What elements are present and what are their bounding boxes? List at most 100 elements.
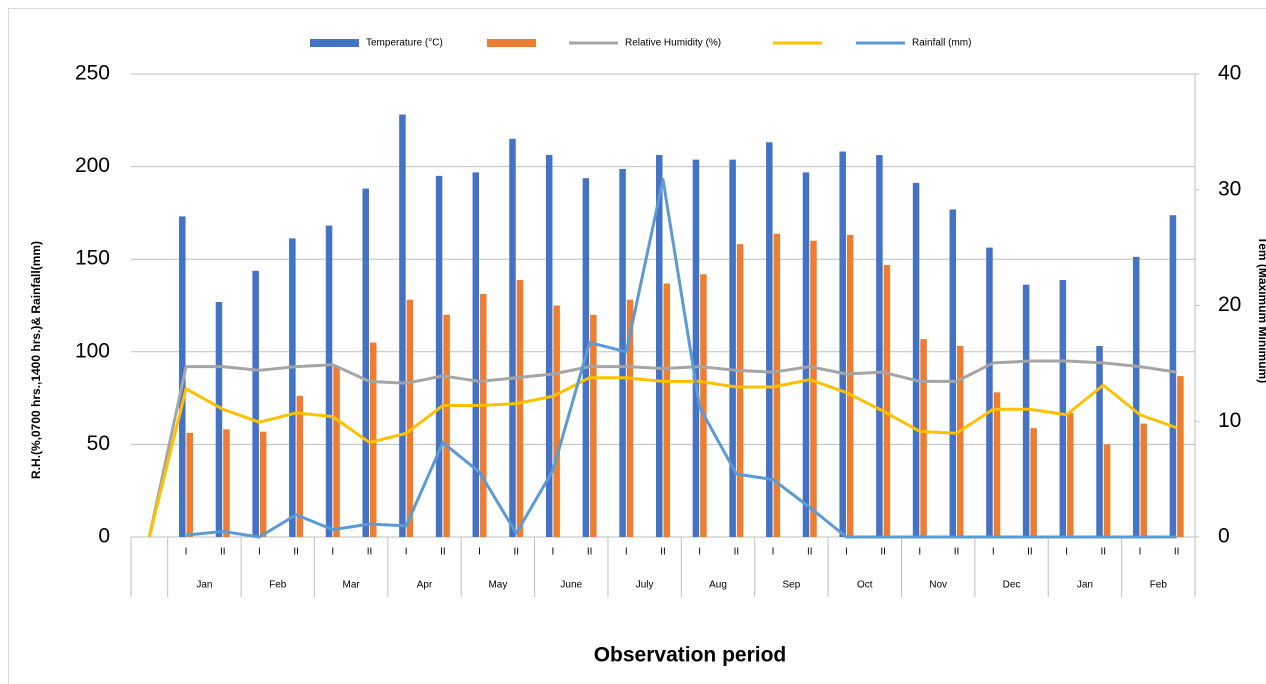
x-tick-label: II — [367, 547, 373, 558]
bar — [289, 238, 296, 538]
x-tick-label: I — [258, 547, 261, 558]
legend-label: Temperature (°C) — [366, 38, 443, 49]
bar — [223, 429, 230, 537]
bar — [472, 172, 480, 537]
x-tick-label: II — [587, 547, 593, 558]
x-tick-label: I — [1139, 547, 1142, 558]
bar — [663, 283, 670, 537]
x-tick-label: II — [440, 547, 446, 558]
y2-tick-label: 20 — [1218, 293, 1241, 316]
x-group-label: Oct — [857, 580, 873, 591]
bar — [186, 432, 194, 537]
bar — [1140, 423, 1147, 537]
x-tick-label: II — [293, 547, 299, 558]
x-tick-label: I — [185, 547, 188, 558]
bar — [333, 366, 340, 537]
y-title: R.H.(%,0700 hrs.,1400 hrs.)& Rainfall(mm… — [29, 241, 43, 479]
bar — [912, 182, 920, 537]
x-tick-label: II — [734, 547, 740, 558]
bar — [325, 225, 333, 537]
x-group-label: May — [488, 580, 507, 591]
legend-swatch — [310, 39, 359, 47]
line — [185, 178, 1177, 539]
bar — [810, 240, 817, 537]
x-title: Observation period — [594, 644, 787, 667]
y2-tick-label: 40 — [1218, 62, 1241, 85]
bar — [1132, 256, 1140, 537]
bar — [362, 188, 369, 537]
y-tick-label: 100 — [75, 339, 110, 362]
bar — [443, 314, 450, 537]
bar — [949, 209, 957, 538]
line — [147, 359, 1177, 538]
x-group-label: June — [560, 580, 582, 591]
x-tick-label: I — [552, 547, 555, 558]
x-tick-label: II — [807, 547, 813, 558]
bar — [920, 339, 927, 537]
bar — [1022, 284, 1030, 537]
x-group-label: Jan — [196, 580, 212, 591]
bar — [736, 244, 744, 537]
chart-border — [8, 8, 1266, 684]
bar — [179, 216, 186, 537]
bar — [553, 305, 560, 537]
bar — [435, 175, 443, 538]
x-tick-label: I — [772, 547, 775, 558]
y2-tick-label: 10 — [1218, 409, 1241, 432]
bar — [846, 234, 854, 537]
x-group-label: Sep — [783, 580, 801, 591]
bar — [296, 395, 304, 537]
x-tick-label: I — [405, 547, 408, 558]
x-tick-label: I — [845, 547, 848, 558]
bar — [1030, 428, 1037, 537]
legend-label: Relative Humidity (%) — [625, 38, 721, 49]
bar — [480, 293, 487, 537]
bar — [406, 299, 414, 537]
x-tick-label: I — [625, 547, 628, 558]
x-group-label: Apr — [417, 580, 433, 591]
bar — [619, 168, 626, 538]
y-tick-label: 50 — [87, 432, 110, 455]
bar — [986, 247, 993, 537]
x-tick-label: II — [1100, 547, 1106, 558]
bar — [399, 114, 406, 537]
bar — [802, 172, 810, 537]
y2-title: Tem (Maximum Minimum) — [1256, 237, 1266, 383]
x-tick-label: II — [1027, 547, 1033, 558]
bar — [590, 314, 597, 537]
line — [147, 376, 1178, 538]
y2-tick-label: 0 — [1218, 525, 1230, 548]
legend-swatch — [487, 39, 536, 47]
x-tick-label: II — [513, 547, 519, 558]
bar — [766, 142, 773, 538]
bar — [369, 342, 377, 537]
x-group-label: Aug — [709, 580, 727, 591]
bar — [1067, 413, 1074, 537]
bar — [516, 280, 524, 537]
bar — [692, 159, 700, 537]
bar — [215, 302, 223, 537]
x-tick-label: II — [1174, 547, 1180, 558]
bar — [626, 299, 634, 537]
bar — [729, 159, 736, 537]
bar — [1059, 280, 1067, 537]
x-tick-label: I — [478, 547, 481, 558]
bar — [656, 155, 663, 537]
bar — [876, 155, 883, 537]
y-tick-label: 150 — [75, 247, 110, 270]
y2-tick-label: 30 — [1218, 177, 1241, 200]
y-tick-label: 250 — [75, 62, 110, 85]
x-group-label: Feb — [1150, 580, 1168, 591]
x-tick-label: I — [1065, 547, 1068, 558]
x-group-label: Feb — [269, 580, 287, 591]
x-group-label: Jan — [1077, 580, 1093, 591]
bar — [957, 346, 964, 537]
x-tick-label: II — [660, 547, 666, 558]
x-tick-label: I — [918, 547, 921, 558]
bar — [1177, 376, 1184, 537]
y-tick-label: 200 — [75, 154, 110, 177]
x-tick-label: I — [698, 547, 701, 558]
x-group-label: Dec — [1003, 580, 1021, 591]
bar — [509, 138, 516, 537]
x-tick-label: II — [954, 547, 960, 558]
